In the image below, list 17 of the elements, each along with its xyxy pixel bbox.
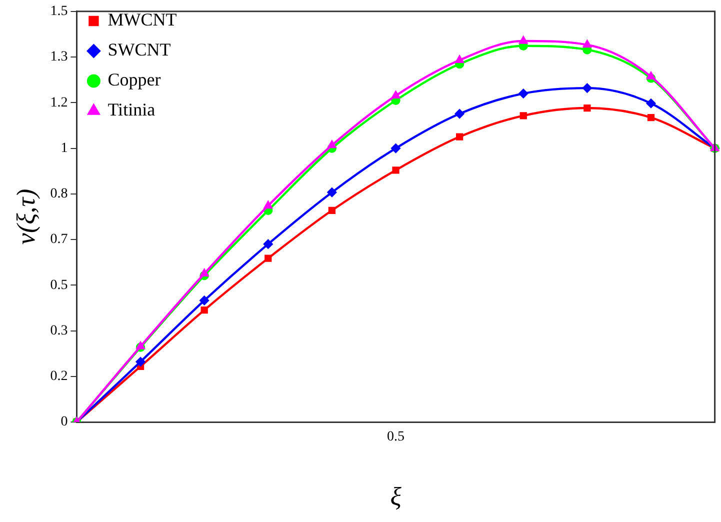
y-tick-label: 0.8 <box>50 186 68 202</box>
y-tick-label: 1.5 <box>50 4 68 20</box>
y-tick-label: 1.2 <box>50 95 68 110</box>
text: 0.5 <box>387 430 404 445</box>
y-tick-label: 1 <box>60 140 68 156</box>
legend-label: SWCNT <box>108 40 171 60</box>
y-tick-label: 0.7 <box>50 232 68 248</box>
y-tick-label: 0.3 <box>50 323 68 338</box>
y-tick-label: 0 <box>60 414 68 430</box>
legend-label: MWCNT <box>108 10 177 30</box>
legend-label: Titinia <box>108 100 156 120</box>
y-axis-title: v(ξ,τ) <box>11 188 40 245</box>
x-axis-title: ξ <box>390 482 402 512</box>
y-tick-label: 1.3 <box>50 50 68 65</box>
y-tick-label: 0.5 <box>50 278 68 293</box>
y-tick-label: 0.2 <box>50 369 68 384</box>
legend-label: Copper <box>108 70 161 90</box>
